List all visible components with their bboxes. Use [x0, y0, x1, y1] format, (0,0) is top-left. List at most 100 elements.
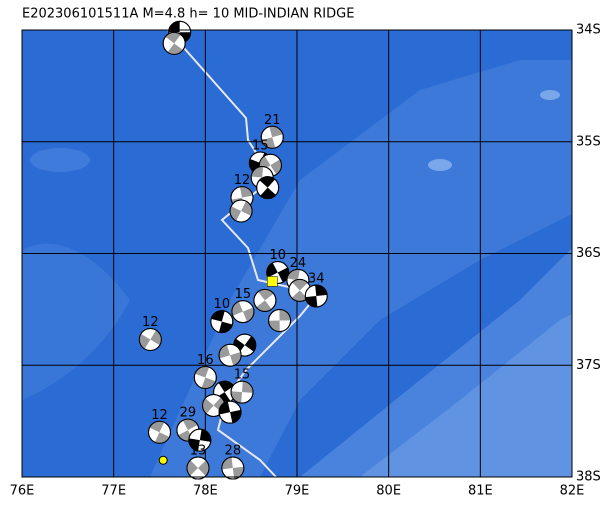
- beachball-outline: [253, 288, 277, 312]
- focal-mechanism: [229, 199, 253, 223]
- beachball-outline: [231, 300, 255, 324]
- focal-mechanism: [188, 428, 212, 452]
- beachball-quadrant: [292, 279, 308, 291]
- depth-label: 12: [234, 173, 251, 188]
- beachball-outline: [229, 199, 253, 223]
- focal-mechanism: [231, 300, 255, 324]
- focal-mechanism: [218, 400, 242, 424]
- focal-mechanism: [260, 125, 284, 149]
- focal-mechanism: [221, 456, 245, 480]
- y-tick-label: 36S: [576, 246, 601, 261]
- beachball-quadrant: [219, 401, 231, 415]
- depth-label: 21: [264, 113, 281, 128]
- beachball-quadrant: [221, 457, 233, 470]
- depth-label: 10: [269, 248, 286, 263]
- map-title: E202306101511A M=4.8 h= 10 MID-INDIAN RI…: [22, 7, 354, 22]
- beachball-outline: [266, 260, 290, 284]
- beachball-outline: [193, 366, 217, 390]
- plot-frame: [21, 29, 573, 478]
- beachball-outline: [186, 456, 210, 480]
- beachball-outline: [218, 343, 242, 367]
- depth-label: 15: [252, 138, 269, 153]
- beachball-quadrant: [139, 333, 151, 349]
- beachball-quadrant: [287, 269, 300, 281]
- beachball-quadrant: [188, 438, 200, 451]
- beachball-quadrant: [182, 419, 198, 431]
- depth-label: 10: [214, 297, 231, 312]
- focal-mechanism: [304, 284, 328, 308]
- beachball-quadrant: [218, 381, 234, 393]
- y-tick-label: 38S: [576, 470, 601, 485]
- y-tick-label: 37S: [576, 358, 601, 373]
- beachball-outline: [210, 310, 234, 334]
- focal-mechanism: [218, 343, 242, 367]
- beachball-quadrant: [167, 43, 183, 55]
- beachball-quadrant: [241, 201, 253, 216]
- focal-mechanism: [256, 176, 280, 200]
- focal-mechanism: [210, 310, 234, 334]
- beachball-outline: [188, 428, 212, 452]
- beachball-quadrant: [260, 187, 276, 199]
- beachball-quadrant: [187, 460, 198, 476]
- beachball-outline: [256, 176, 280, 200]
- beachball-quadrant: [258, 289, 274, 301]
- focal-mechanism: [162, 31, 186, 55]
- beachball-quadrant: [315, 284, 328, 296]
- beachball-outline: [221, 456, 245, 480]
- beachball-outline: [162, 31, 186, 55]
- x-tick-label: 78E: [193, 484, 218, 499]
- focal-mechanism: [230, 380, 254, 404]
- focal-mechanism: [266, 260, 290, 284]
- beachball-quadrant: [168, 21, 180, 33]
- depth-label: 34: [308, 271, 325, 286]
- depth-label: 16: [197, 353, 214, 368]
- beachball-outline: [260, 125, 284, 149]
- depth-label: 15: [234, 368, 251, 383]
- beachball-outline: [304, 284, 328, 308]
- focal-mechanism: [148, 420, 171, 444]
- bathymetry: [22, 60, 572, 477]
- depth-label: 13: [190, 444, 207, 459]
- beachball-quadrant: [150, 330, 162, 346]
- event-marker: [158, 455, 168, 465]
- x-tick-label: 79E: [285, 484, 310, 499]
- beachball-quadrant: [154, 432, 170, 444]
- beachball-quadrant: [230, 391, 242, 404]
- depth-label: 12: [142, 315, 159, 330]
- beachball-quadrant: [198, 460, 210, 476]
- beachball-outline: [148, 420, 171, 444]
- depth-label: 12: [151, 408, 168, 423]
- beachball-quadrant: [149, 421, 165, 433]
- beachball-quadrant: [251, 166, 264, 178]
- focal-mechanism: [268, 309, 292, 333]
- beachball-outline: [230, 380, 254, 404]
- beachball-quadrant: [239, 186, 253, 198]
- beachball-quadrant: [270, 159, 282, 175]
- depth-label: 29: [180, 406, 197, 421]
- beachball-quadrant: [305, 295, 318, 307]
- beachball-quadrant: [268, 320, 280, 332]
- beachball-outline: [138, 328, 162, 352]
- focal-mechanism: [186, 456, 210, 480]
- beachball-quadrant: [266, 262, 278, 278]
- focal-mechanism: [138, 328, 162, 352]
- beachball-quadrant: [230, 409, 242, 423]
- beachball-quadrant: [199, 429, 211, 442]
- depth-label: 28: [225, 444, 242, 459]
- beachball-quadrant: [165, 32, 181, 44]
- x-tick-label: 81E: [468, 484, 493, 499]
- focal-mechanism: [253, 288, 277, 312]
- beachball-quadrant: [259, 176, 276, 188]
- y-tick-label: 34S: [576, 23, 601, 38]
- x-tick-label: 82E: [560, 484, 585, 499]
- beachball-quadrant: [242, 381, 253, 393]
- beachball-quadrant: [279, 309, 291, 321]
- beachball-quadrant: [244, 336, 256, 352]
- beachball-quadrant: [277, 267, 289, 283]
- beachball-quadrant: [202, 398, 214, 414]
- x-tick-label: 80E: [376, 484, 401, 499]
- beachball-outline: [218, 400, 242, 424]
- beachball-quadrant: [256, 300, 272, 312]
